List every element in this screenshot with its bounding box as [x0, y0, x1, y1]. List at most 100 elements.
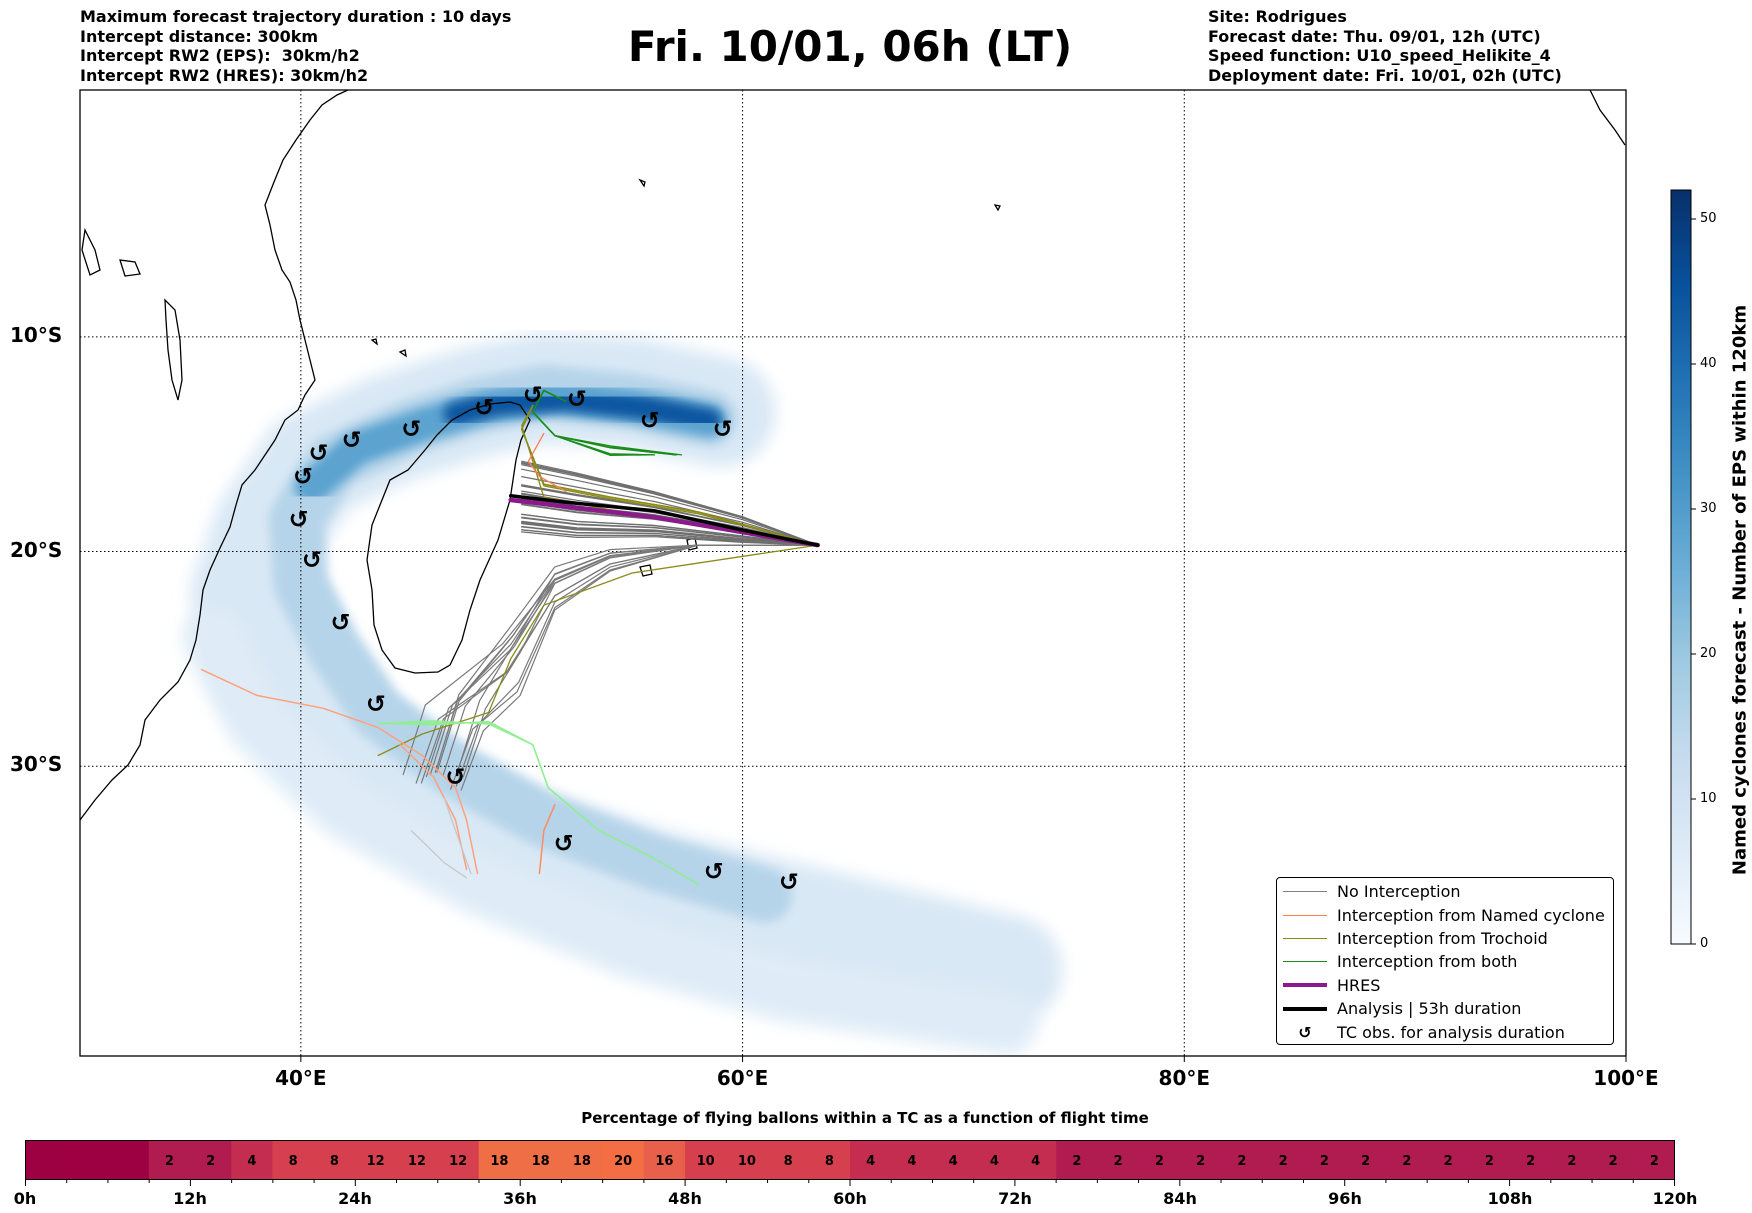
bar-cell — [1468, 1140, 1511, 1180]
legend-item: HRES — [1277, 974, 1613, 997]
no-interception-track — [429, 544, 819, 776]
reunion-coastline — [639, 564, 653, 577]
bar-value-label: 4 — [866, 1154, 875, 1169]
bar-value-label: 2 — [1567, 1154, 1576, 1169]
colorbar-tick-label: 30 — [1700, 501, 1717, 516]
bar-cell — [1510, 1140, 1552, 1180]
tc-obs-icon: ↺ — [523, 381, 543, 409]
both-interception-track — [532, 389, 651, 456]
bar-x-label: 108h — [1487, 1189, 1533, 1208]
bar-cell — [148, 1140, 191, 1180]
bar-cell — [808, 1140, 851, 1180]
bar-value-label: 10 — [697, 1154, 715, 1169]
legend: No Interception Interception from Named c… — [1276, 877, 1614, 1045]
bar-value-label: 2 — [1361, 1154, 1370, 1169]
tc-obs-icon: ↺ — [289, 505, 309, 533]
bar-value-label: 18 — [532, 1154, 550, 1169]
tc-obs-icon: ↺ — [445, 763, 465, 791]
tc-obs-icon: ↺ — [704, 857, 724, 885]
bar-cell — [1097, 1140, 1140, 1180]
tc-obs-icon: ↺ — [713, 415, 733, 443]
bar-cell — [767, 1140, 810, 1180]
bar-value-label: 2 — [1485, 1154, 1494, 1169]
legend-swatch — [1283, 937, 1327, 939]
bar-cell — [726, 1140, 768, 1180]
legend-label: Interception from Trochoid — [1337, 928, 1548, 948]
bar-x-label: 72h — [998, 1189, 1032, 1208]
bar-value-label: 2 — [1650, 1154, 1659, 1169]
bar-cell — [1262, 1140, 1305, 1180]
bar-x-label: 24h — [338, 1189, 372, 1208]
lon-label: 80°E — [1158, 1066, 1211, 1090]
bar-value-label: 8 — [330, 1154, 339, 1169]
bar-value-label: 2 — [1072, 1154, 1081, 1169]
named-cyclone-track — [200, 668, 479, 875]
map-frame — [79, 89, 1627, 1057]
lake-coastline — [164, 298, 183, 401]
tc-obs-icon: ↺ — [554, 829, 574, 857]
no-interception-track — [521, 531, 819, 546]
bar-cell — [1427, 1140, 1470, 1180]
bar-cell — [231, 1140, 273, 1180]
bar-cell — [396, 1140, 438, 1180]
legend-label: Analysis | 53h duration — [1337, 999, 1522, 1019]
bar-value-label: 16 — [655, 1154, 673, 1169]
legend-swatch — [1283, 961, 1327, 963]
bar-cell — [190, 1140, 232, 1180]
bar-x-label: 96h — [1328, 1189, 1362, 1208]
map-title: Fri. 10/01, 06h (LT) — [627, 22, 1073, 71]
no-interception-track — [462, 544, 819, 778]
both-interception-track — [377, 720, 700, 885]
lon-label: 40°E — [275, 1066, 327, 1090]
bar-value-label: 4 — [247, 1154, 256, 1169]
density-band — [443, 387, 722, 433]
bar-cell — [1138, 1140, 1181, 1180]
density-band — [182, 607, 1038, 1054]
flight-time-bar: 2 2 4 8 8 12 12 12 18 18 18 20 16 10 10 8 8 4 4 4 4 4 2 2 2 2 2 2 2 2… — [25, 1140, 1675, 1186]
legend-swatch — [1283, 983, 1327, 988]
bar-value-label: 2 — [1444, 1154, 1453, 1169]
bar-cell — [272, 1140, 315, 1180]
header-right-line: Speed function: U10_speed_Helikite_4 — [1208, 46, 1551, 65]
bar-cell — [1592, 1140, 1635, 1180]
colorbar-tick-marks — [1691, 218, 1696, 945]
colorbar-tick-label: 50 — [1700, 211, 1717, 226]
bar-cell — [1221, 1140, 1263, 1180]
tc-observations-layer: ↺ ↺↺ ↺↺↺↺↺↺↺↺↺↺↺↺↺ ↺ — [289, 381, 799, 896]
legend-item: Interception from Trochoid — [1277, 927, 1613, 950]
tc-obs-icon: ↺ — [779, 868, 799, 896]
bar-value-label: 10 — [738, 1154, 756, 1169]
bar-cell — [1633, 1140, 1675, 1180]
bar-value-label: 8 — [825, 1154, 834, 1169]
legend-item: Interception from Named cyclone — [1277, 903, 1613, 926]
no-interception-track — [521, 513, 819, 546]
bar-value-label: 8 — [784, 1154, 793, 1169]
bar-cell — [1015, 1140, 1057, 1180]
bar-value-label: 2 — [1196, 1154, 1205, 1169]
no-interception-track — [521, 476, 819, 546]
bar-cell — [643, 1140, 686, 1180]
bar-value-label: 18 — [573, 1154, 591, 1169]
named-cyclone-track — [538, 804, 556, 875]
bar-value-label: 2 — [206, 1154, 215, 1169]
no-interception-track — [521, 460, 819, 546]
tc-obs-icon: ↺ — [567, 385, 587, 413]
lon-label: 100°E — [1593, 1066, 1659, 1090]
colorbar-tick-label: 10 — [1700, 791, 1717, 806]
bar-value-label: 4 — [990, 1154, 999, 1169]
bar-cell — [107, 1140, 150, 1180]
header-left-line: Maximum forecast trajectory duration : 1… — [80, 7, 512, 26]
named-cyclone-track — [527, 432, 567, 493]
no-interception-track — [410, 829, 468, 879]
bar-chart-title: Percentage of flying ballons within a TC… — [581, 1109, 1149, 1127]
tc-obs-icon: ↺ — [293, 462, 313, 490]
bar-x-label: 120h — [1652, 1189, 1698, 1208]
bar-cell — [355, 1140, 397, 1180]
trochoid-track — [377, 544, 819, 757]
bar-value-label: 2 — [1114, 1154, 1123, 1169]
legend-label: HRES — [1337, 975, 1381, 995]
tc-obs-icon: ↺ — [308, 439, 328, 467]
legend-label: Interception from both — [1337, 952, 1518, 972]
bar-value-label: 2 — [1155, 1154, 1164, 1169]
bar-x-label: 84h — [1163, 1189, 1197, 1208]
